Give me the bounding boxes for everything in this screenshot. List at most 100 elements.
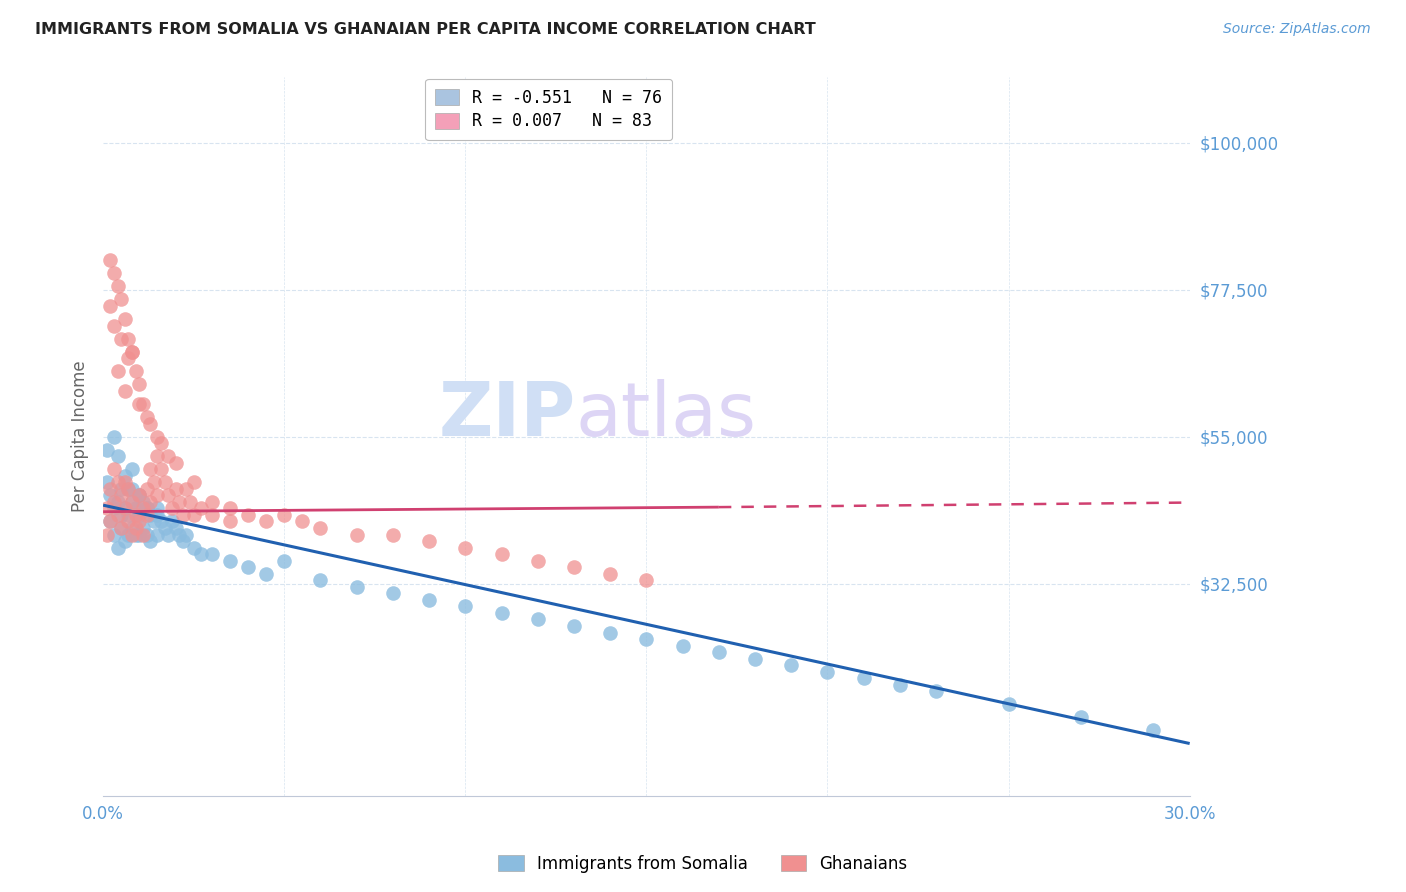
Point	[110, 521, 132, 535]
Point	[103, 318, 125, 333]
Point	[125, 364, 148, 378]
Point	[707, 645, 730, 659]
Point	[157, 449, 180, 463]
Point	[100, 299, 122, 313]
Point	[454, 599, 477, 614]
Point	[128, 515, 150, 529]
Point	[96, 501, 118, 516]
Point	[132, 527, 155, 541]
Point	[157, 488, 180, 502]
Text: IMMIGRANTS FROM SOMALIA VS GHANAIAN PER CAPITA INCOME CORRELATION CHART: IMMIGRANTS FROM SOMALIA VS GHANAIAN PER …	[35, 22, 815, 37]
Point	[562, 619, 585, 633]
Point	[219, 515, 242, 529]
Point	[150, 515, 173, 529]
Text: atlas: atlas	[576, 378, 756, 451]
Point	[107, 475, 129, 490]
Point	[146, 527, 169, 541]
Point	[107, 449, 129, 463]
Legend: R = -0.551   N = 76, R = 0.007   N = 83: R = -0.551 N = 76, R = 0.007 N = 83	[425, 78, 672, 140]
Point	[100, 488, 122, 502]
Point	[179, 495, 201, 509]
Point	[110, 293, 132, 307]
Point	[128, 397, 150, 411]
Point	[160, 501, 183, 516]
Point	[121, 462, 143, 476]
Point	[562, 560, 585, 574]
Point	[114, 384, 136, 398]
Point	[103, 527, 125, 541]
Point	[599, 625, 621, 640]
Point	[1142, 723, 1164, 738]
Point	[153, 521, 176, 535]
Point	[167, 527, 190, 541]
Point	[176, 527, 198, 541]
Point	[121, 495, 143, 509]
Point	[135, 527, 157, 541]
Point	[110, 488, 132, 502]
Point	[254, 515, 277, 529]
Point	[1070, 710, 1092, 724]
Point	[96, 475, 118, 490]
Point	[135, 501, 157, 516]
Point	[121, 344, 143, 359]
Point	[110, 332, 132, 346]
Point	[142, 475, 165, 490]
Point	[135, 482, 157, 496]
Point	[780, 658, 803, 673]
Point	[96, 527, 118, 541]
Point	[114, 312, 136, 326]
Point	[165, 456, 187, 470]
Point	[125, 521, 148, 535]
Point	[201, 508, 224, 522]
Point	[100, 482, 122, 496]
Point	[190, 547, 212, 561]
Point	[117, 527, 139, 541]
Point	[925, 684, 948, 698]
Point	[107, 364, 129, 378]
Point	[114, 475, 136, 490]
Point	[491, 547, 513, 561]
Point	[454, 541, 477, 555]
Point	[273, 508, 295, 522]
Point	[172, 534, 194, 549]
Point	[114, 468, 136, 483]
Point	[128, 527, 150, 541]
Point	[526, 554, 548, 568]
Point	[183, 475, 205, 490]
Point	[172, 508, 194, 522]
Point	[291, 515, 314, 529]
Point	[254, 566, 277, 581]
Point	[107, 279, 129, 293]
Point	[139, 495, 162, 509]
Point	[153, 475, 176, 490]
Point	[526, 612, 548, 626]
Point	[167, 495, 190, 509]
Point	[107, 508, 129, 522]
Point	[114, 534, 136, 549]
Point	[117, 515, 139, 529]
Point	[491, 606, 513, 620]
Point	[100, 515, 122, 529]
Point	[346, 580, 368, 594]
Point	[176, 482, 198, 496]
Point	[273, 554, 295, 568]
Point	[150, 462, 173, 476]
Point	[128, 488, 150, 502]
Point	[672, 639, 695, 653]
Point	[852, 671, 875, 685]
Point	[599, 566, 621, 581]
Point	[135, 409, 157, 424]
Point	[135, 501, 157, 516]
Point	[117, 351, 139, 366]
Point	[165, 482, 187, 496]
Point	[636, 632, 658, 646]
Point	[96, 442, 118, 457]
Point	[117, 482, 139, 496]
Point	[160, 515, 183, 529]
Point	[110, 508, 132, 522]
Point	[201, 495, 224, 509]
Point	[117, 332, 139, 346]
Point	[117, 508, 139, 522]
Point	[744, 651, 766, 665]
Point	[139, 417, 162, 431]
